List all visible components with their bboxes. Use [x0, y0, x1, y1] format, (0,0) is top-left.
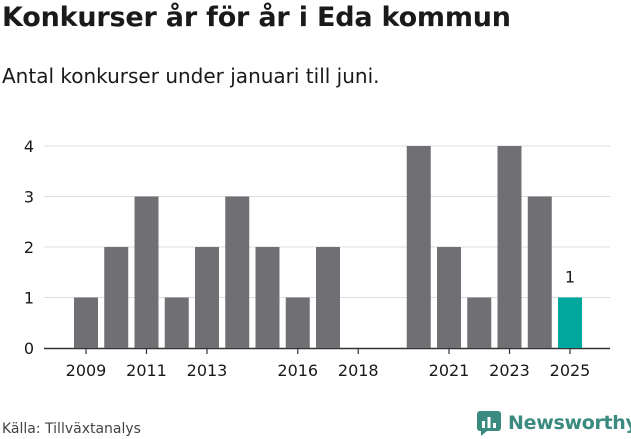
newsworthy-logo-icon	[477, 411, 501, 436]
x-tick-label: 2023	[489, 361, 530, 380]
bar-2022	[467, 297, 492, 348]
bar-2015	[255, 247, 280, 348]
chart-title: Konkurser år för år i Eda kommun	[2, 2, 511, 33]
bar-2020	[406, 146, 431, 348]
y-tick-label: 1	[24, 289, 34, 308]
x-tick-label: 2009	[66, 361, 107, 380]
x-tick-label: 2013	[187, 361, 228, 380]
bar-2017	[316, 247, 340, 348]
bar-2025	[558, 297, 582, 348]
bar-2023	[497, 146, 522, 348]
y-tick-label: 0	[24, 339, 34, 358]
bar-2010	[104, 247, 129, 348]
bar-2021	[437, 247, 461, 348]
bar-chart: 0 1 2 3 4 1 2009 2011 2013 2016 2018 2021 2023 2025	[24, 137, 610, 380]
x-tick-label: 2021	[429, 361, 470, 380]
bar-2013	[195, 247, 219, 348]
source-note: Källa: Tillväxtanalys	[2, 421, 141, 437]
newsworthy-logo: Newsworthy	[476, 408, 631, 438]
x-tick-label: 2018	[338, 361, 379, 380]
y-tick-label: 3	[24, 188, 34, 207]
chart-subtitle: Antal konkurser under januari till juni.	[2, 64, 380, 88]
newsworthy-logo-text: Newsworthy	[508, 412, 631, 434]
bar-2009	[74, 297, 98, 348]
bar-2011	[134, 196, 159, 348]
bar-2014	[225, 196, 250, 348]
bar-2016	[285, 297, 310, 348]
data-label-2025: 1	[565, 268, 575, 287]
y-tick-label: 2	[24, 238, 34, 257]
y-tick-label: 4	[24, 137, 34, 156]
x-tick-label: 2025	[550, 361, 591, 380]
bar-2012	[164, 297, 189, 348]
x-tick-label: 2011	[126, 361, 167, 380]
x-tick-label: 2016	[277, 361, 318, 380]
bar-2024	[527, 196, 552, 348]
